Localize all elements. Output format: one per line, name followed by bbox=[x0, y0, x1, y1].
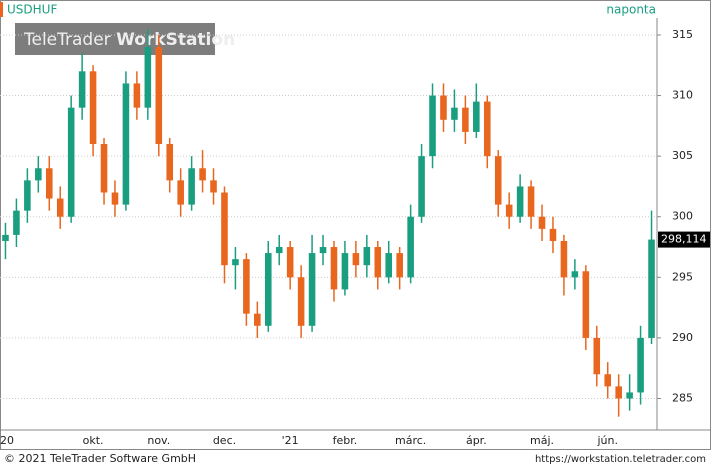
candle-body bbox=[78, 71, 86, 108]
candle-body bbox=[67, 107, 75, 217]
candle-body bbox=[56, 198, 64, 217]
candle-body bbox=[144, 47, 152, 108]
candle-body bbox=[100, 144, 108, 193]
last-price-box bbox=[658, 231, 710, 248]
candle-body bbox=[111, 192, 119, 205]
candle-body bbox=[297, 277, 305, 326]
y-tick-label: 290 bbox=[672, 331, 693, 344]
candle-body bbox=[363, 247, 371, 266]
candle-body bbox=[418, 156, 425, 217]
candle-body bbox=[221, 192, 228, 266]
x-tick-label: nov. bbox=[147, 434, 170, 447]
footer-right: https://workstation.teletrader.com bbox=[535, 454, 706, 465]
last-price-label: 298,114 bbox=[661, 233, 707, 246]
candle-body bbox=[615, 386, 622, 399]
candle-body bbox=[407, 216, 414, 278]
candle-body bbox=[210, 180, 217, 193]
candle-body bbox=[505, 204, 513, 217]
y-tick-label: 305 bbox=[672, 149, 693, 162]
x-tick-label: jún. bbox=[596, 434, 618, 447]
x-tick-label: ápr. bbox=[466, 434, 487, 447]
candle-body bbox=[133, 83, 141, 108]
y-tick-label: 285 bbox=[672, 391, 693, 404]
candle-body bbox=[166, 144, 174, 181]
candle-body bbox=[483, 101, 491, 157]
candle-body bbox=[582, 271, 590, 338]
candle-body bbox=[637, 337, 644, 393]
watermark-a: TeleTrader bbox=[23, 30, 111, 50]
candle-body bbox=[122, 83, 130, 205]
y-tick-label: 300 bbox=[672, 210, 693, 223]
watermark-b: WorkStation bbox=[116, 30, 235, 50]
chart-title: USDHUF bbox=[7, 3, 57, 17]
candle-body bbox=[374, 247, 382, 278]
candle-body bbox=[35, 168, 42, 181]
candle-body bbox=[177, 180, 184, 205]
candle-body bbox=[593, 337, 601, 375]
candle-body bbox=[319, 247, 327, 254]
frame bbox=[0, 0, 711, 450]
candle-body bbox=[494, 156, 502, 205]
candle-body bbox=[385, 253, 393, 278]
x-tick-label: dec. bbox=[213, 434, 236, 447]
candle-body bbox=[462, 107, 469, 132]
title-marker bbox=[0, 2, 3, 17]
candle-body bbox=[308, 253, 316, 326]
candle-body bbox=[549, 228, 557, 241]
candle-body bbox=[440, 95, 447, 120]
candle-body bbox=[275, 247, 283, 254]
candle-body bbox=[232, 259, 239, 266]
candle-body bbox=[254, 313, 261, 326]
candle-body bbox=[286, 247, 294, 278]
candle-body bbox=[13, 210, 20, 235]
candle-body bbox=[571, 271, 579, 278]
x-tick-label: okt. bbox=[83, 434, 104, 447]
candle-body bbox=[243, 259, 250, 314]
candle-body bbox=[473, 101, 480, 132]
candle-body bbox=[89, 71, 97, 145]
candle-body bbox=[429, 95, 436, 157]
candle-body bbox=[330, 247, 338, 290]
candle-body bbox=[560, 240, 568, 278]
watermark-box bbox=[15, 23, 215, 55]
candle-body bbox=[188, 168, 195, 205]
candle-body bbox=[352, 253, 360, 266]
x-tick-label: febr. bbox=[333, 434, 358, 447]
candle-body bbox=[45, 168, 53, 199]
x-tick-label: '20 bbox=[0, 434, 14, 447]
y-tick-label: 315 bbox=[672, 28, 693, 41]
candle-body bbox=[24, 180, 31, 211]
watermark: TeleTrader WorkStation bbox=[23, 30, 235, 50]
y-tick-label: 295 bbox=[672, 270, 693, 283]
candle-body bbox=[648, 239, 655, 338]
candle-body bbox=[604, 374, 612, 387]
candle-body bbox=[527, 186, 535, 217]
candle-body bbox=[199, 168, 206, 181]
candle-body bbox=[155, 47, 163, 145]
footer-left: © 2021 TeleTrader Software GmbH bbox=[4, 452, 196, 465]
x-tick-label: '21 bbox=[282, 434, 299, 447]
candle-body bbox=[516, 186, 524, 217]
interval: naponta bbox=[606, 3, 656, 17]
candle-body bbox=[451, 107, 458, 120]
x-tick-label: márc. bbox=[395, 434, 426, 447]
x-tick-label: máj. bbox=[530, 434, 554, 447]
candle-body bbox=[396, 253, 403, 278]
candle-body bbox=[264, 253, 272, 326]
candle-body bbox=[626, 392, 633, 399]
candle-body bbox=[2, 234, 9, 241]
candle-body bbox=[538, 216, 546, 229]
candle-body bbox=[341, 253, 349, 290]
y-tick-label: 310 bbox=[672, 89, 693, 102]
